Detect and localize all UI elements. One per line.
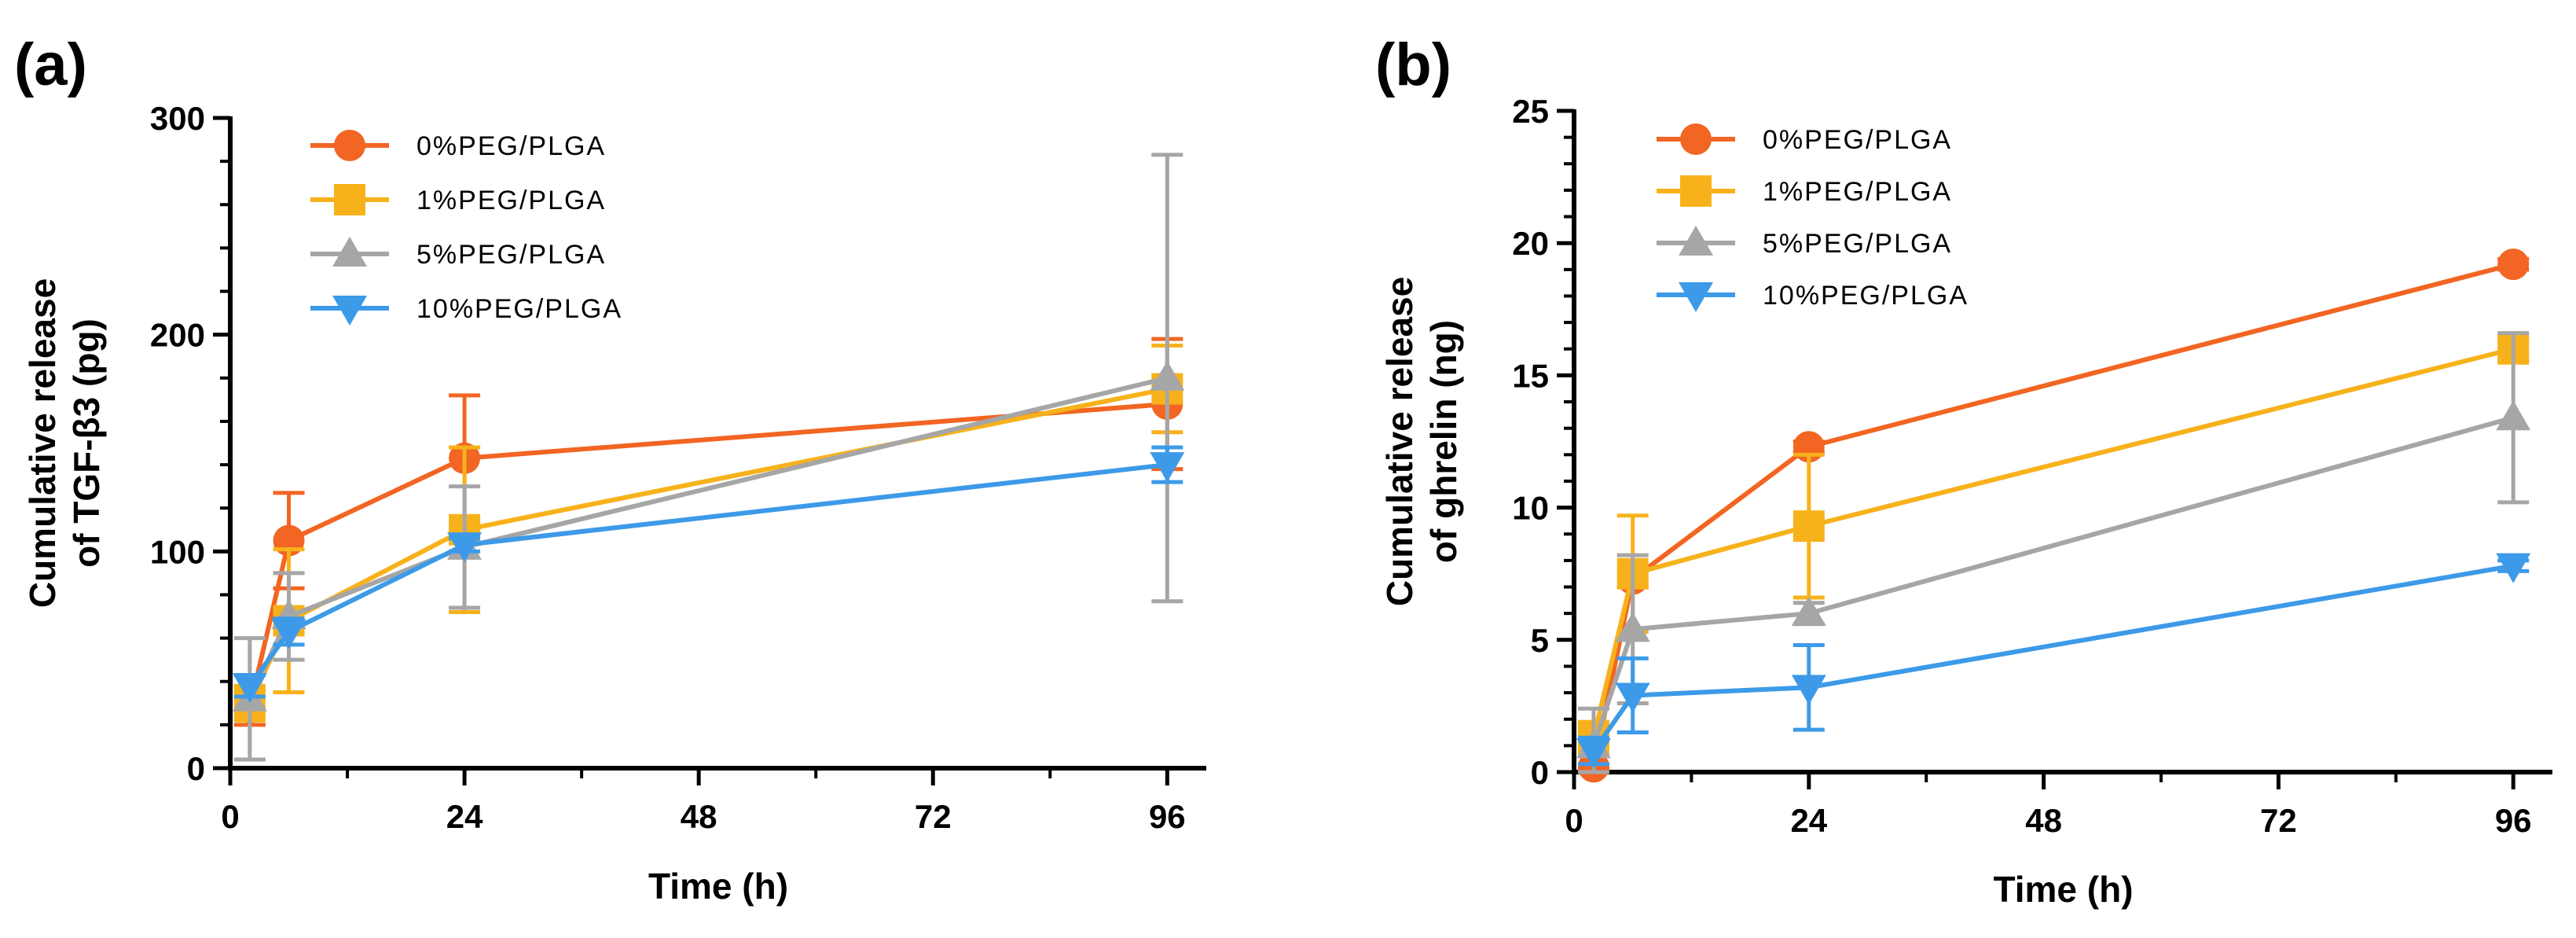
y-tick-label: 15 [1512, 357, 1549, 394]
x-tick-label: 24 [446, 798, 483, 835]
x-tick-label: 72 [915, 798, 952, 835]
legend-marker [334, 130, 365, 161]
y-tick-label: 200 [150, 317, 205, 354]
legend-label: 1%PEG/PLGA [416, 186, 606, 215]
series-line [1591, 563, 2514, 752]
data-point [1615, 682, 1650, 713]
legend-label: 5%PEG/PLGA [416, 240, 606, 270]
series-line [248, 462, 1168, 688]
series-line [248, 386, 1168, 704]
data-point [2496, 553, 2531, 583]
legend-label: 10%PEG/PLGA [1763, 281, 1969, 311]
data-point [2497, 248, 2530, 281]
legend-label: 10%PEG/PLGA [416, 294, 622, 324]
legend-entry: 1%PEG/PLGA [1657, 175, 1952, 207]
series-line [1591, 415, 2515, 747]
legend-marker [1680, 175, 1712, 207]
y-tick-label: 100 [150, 533, 205, 570]
y-tick-label: 10 [1512, 490, 1549, 527]
chart-panel-b: (b) 0 5 10 15 20 25 0 24 48 72 96 Time (h) Cumulative… [1375, 31, 2552, 910]
series-1-peg-plga [233, 343, 1183, 723]
series-line [1591, 346, 2514, 738]
series-line [247, 401, 1168, 708]
series-0-peg-plga [1577, 248, 2530, 783]
legend-entry: 0%PEG/PLGA [1657, 123, 1952, 155]
panel-label: (a) [14, 31, 87, 98]
legend-label: 5%PEG/PLGA [1763, 229, 1952, 259]
series-0-peg-plga [233, 337, 1183, 727]
data-point [1791, 675, 1826, 705]
data-point [447, 532, 483, 563]
legend-marker [1680, 123, 1712, 155]
legend-marker [1679, 282, 1713, 312]
series-line [1591, 262, 2514, 767]
legend-entry: 1%PEG/PLGA [310, 184, 606, 215]
y-tick-label: 0 [1531, 754, 1549, 791]
data-point [1150, 452, 1185, 483]
y-axis-title-line1: Cumulative release [1379, 277, 1420, 606]
y-tick-label: 0 [187, 750, 205, 787]
x-axis-title: Time (h) [1993, 869, 2133, 910]
legend-entry: 10%PEG/PLGA [310, 294, 622, 326]
series-10-peg-plga [232, 445, 1185, 704]
y-axis-title-line1: Cumulative release [22, 278, 63, 608]
data-point [1615, 612, 1650, 642]
y-axis-title: Cumulative releaseof TGF-β3 (pg) [22, 278, 107, 608]
x-tick-label: 96 [2495, 802, 2532, 839]
series-line [248, 375, 1169, 701]
legend-marker [1679, 226, 1713, 256]
x-tick-label: 48 [681, 798, 717, 835]
y-tick-label: 5 [1531, 622, 1549, 659]
data-point [232, 673, 267, 704]
legend-entry: 5%PEG/PLGA [1657, 226, 1952, 259]
x-tick-label: 0 [1565, 802, 1583, 839]
data-point [271, 619, 306, 649]
data-point [1793, 510, 1825, 543]
legend-marker [332, 296, 367, 326]
x-tick-label: 96 [1149, 798, 1186, 835]
data-point [2496, 400, 2531, 431]
data-point [1791, 596, 1826, 627]
y-axis-title-line2: of ghrelin (ng) [1423, 320, 1464, 563]
chart-panel-a: (a) 0 100 200 300 0 24 48 72 96 Time (h) Cumulative… [14, 31, 1206, 907]
legend-label: 0%PEG/PLGA [1763, 125, 1952, 155]
y-tick-label: 300 [150, 100, 205, 137]
x-tick-label: 48 [2025, 802, 2062, 839]
legend-marker [334, 184, 365, 215]
x-tick-label: 72 [2260, 802, 2297, 839]
data-point [1150, 360, 1185, 391]
legend-entry: 0%PEG/PLGA [310, 130, 606, 161]
panel-label: (b) [1375, 31, 1451, 98]
legend-marker [332, 237, 367, 267]
series-10-peg-plga [1576, 553, 2531, 769]
y-axis-title: Cumulative releaseof ghrelin (ng) [1379, 277, 1464, 606]
legend-label: 0%PEG/PLGA [416, 131, 606, 161]
legend-label: 1%PEG/PLGA [1763, 177, 1952, 207]
legend-entry: 10%PEG/PLGA [1657, 281, 1969, 312]
x-axis-title: Time (h) [648, 866, 788, 907]
y-tick-label: 20 [1512, 225, 1549, 262]
legend-entry: 5%PEG/PLGA [310, 237, 606, 270]
series-5-peg-plga [232, 153, 1185, 762]
x-tick-label: 24 [1790, 802, 1827, 839]
data-point [1576, 738, 1611, 769]
y-axis-title-line2: of TGF-β3 (pg) [66, 318, 107, 568]
y-tick-label: 25 [1512, 93, 1549, 130]
x-tick-label: 0 [221, 798, 239, 835]
